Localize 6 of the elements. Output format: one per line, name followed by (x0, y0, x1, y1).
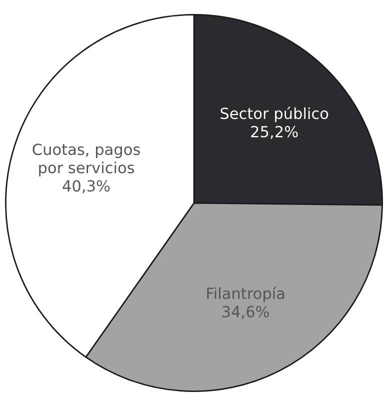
slice-label: Sector público (220, 106, 328, 122)
data-label: 25,2% (251, 126, 298, 139)
slice-label: Cuotas, pagos por servicios (32, 144, 140, 176)
data-label: 34,6% (222, 306, 269, 319)
slice-label: Filantropía (207, 286, 284, 302)
data-label: 40,3% (62, 180, 110, 194)
